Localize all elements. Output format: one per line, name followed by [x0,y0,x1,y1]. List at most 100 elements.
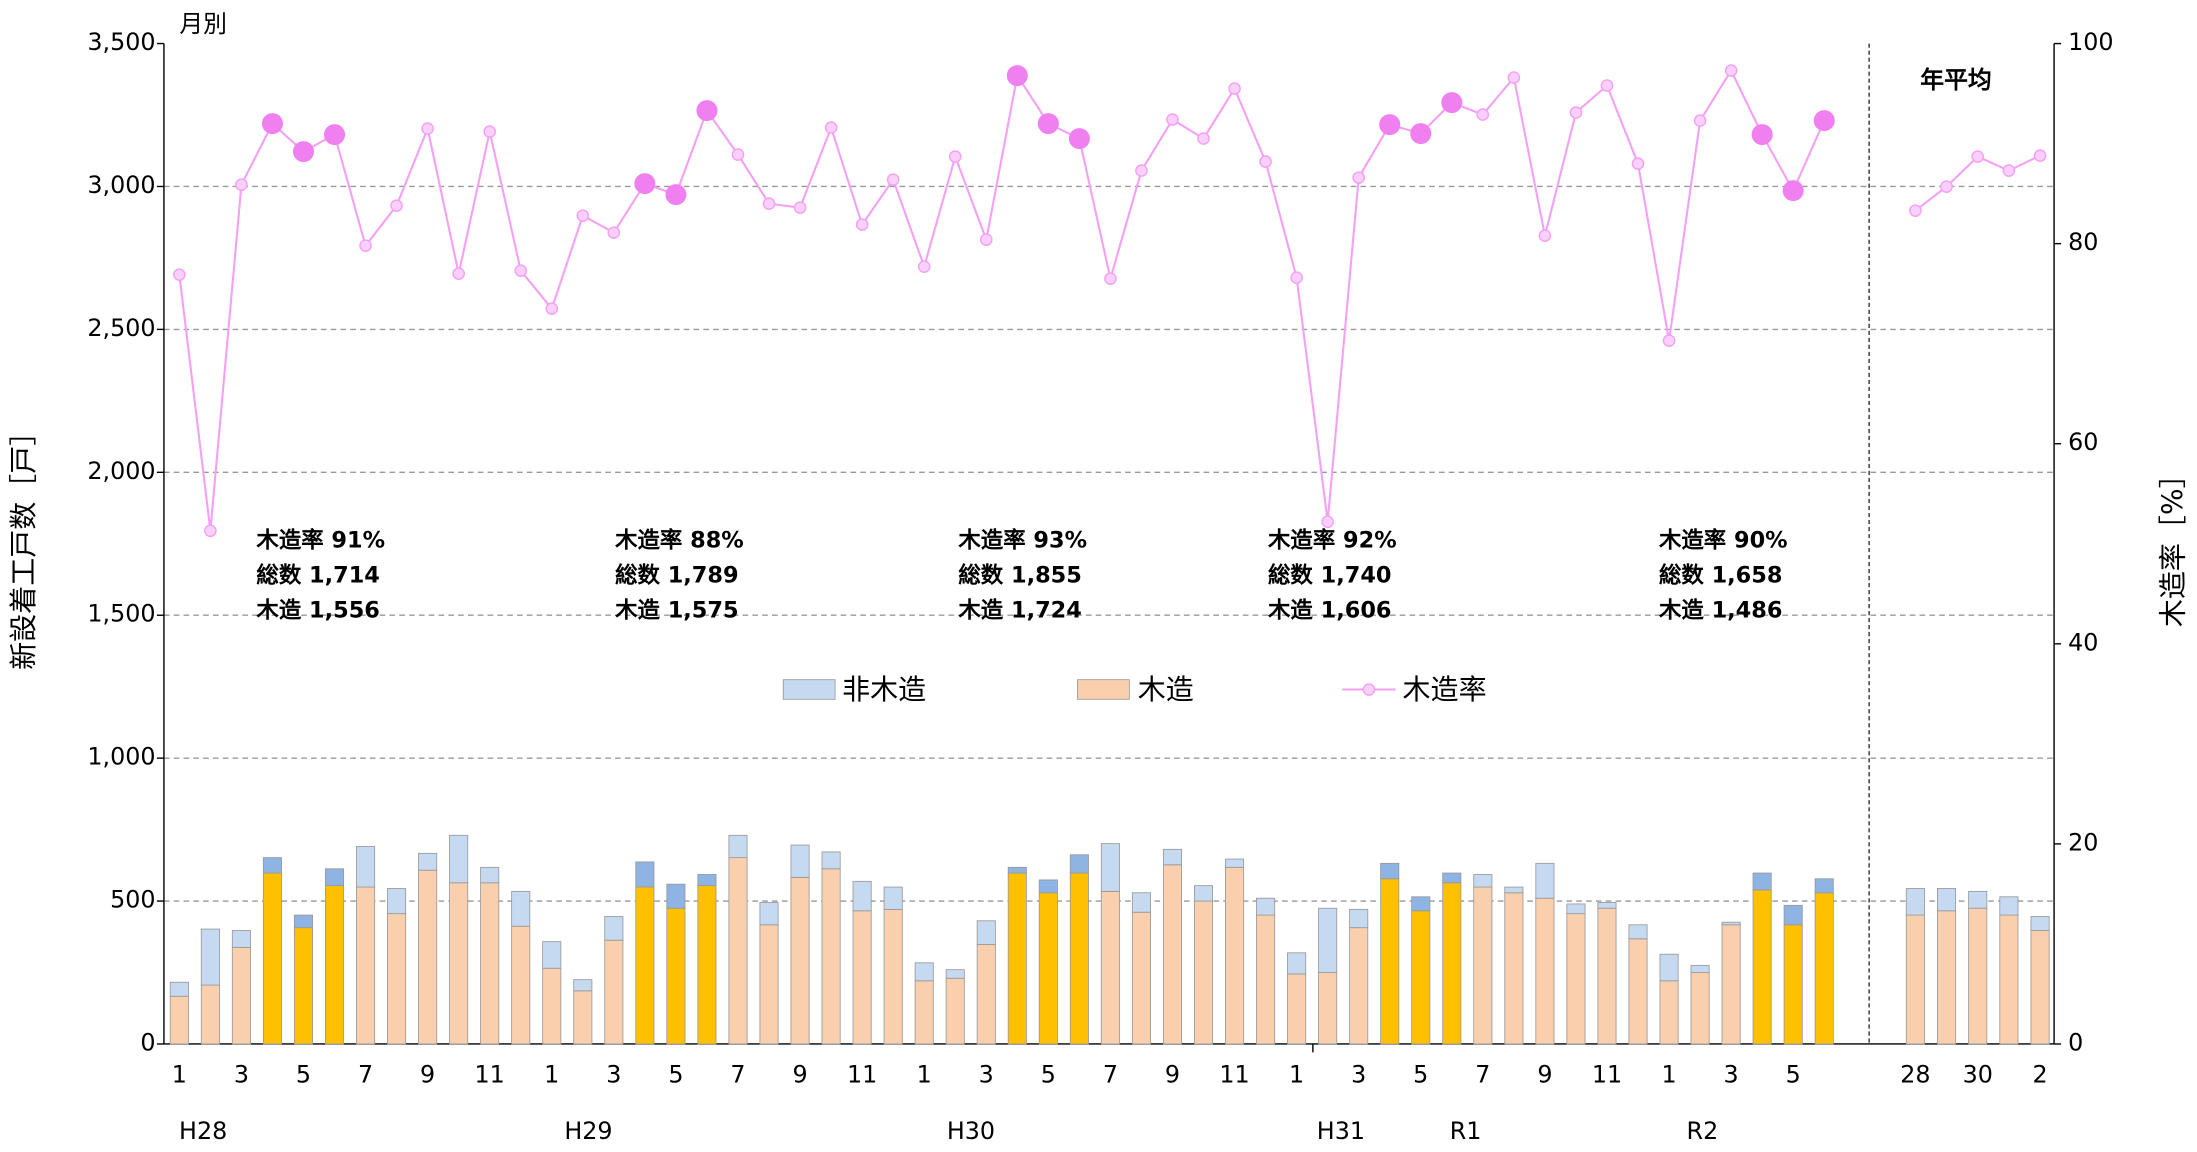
y-tick-label: 500 [110,886,155,914]
bar-wood [356,886,376,1045]
annotation: 木造率 91% [255,526,385,553]
bar-nonwood [604,916,624,941]
rate-point [1104,272,1117,285]
rate-point [1538,229,1552,242]
rate-point [1197,132,1210,145]
rate-point [731,148,745,161]
bar-wood [1100,890,1120,1045]
rate-point [1037,113,1059,135]
legend-marker [1362,683,1376,696]
bar-wood [1535,897,1555,1045]
x-tick-label: 11 [847,1061,877,1089]
bar-nonwood [1287,952,1307,975]
bar-nonwood [262,857,282,874]
rate-point [292,141,314,163]
rate-point [1476,108,1490,121]
rate-point [1441,92,1463,114]
x-tick-label: 11 [475,1061,505,1089]
x-tick-label: 1 [1289,1061,1304,1089]
bar-wood [635,886,655,1045]
y2-tick-label: 80 [2068,228,2098,256]
bar-nonwood [1937,888,1957,912]
bar-wood [1566,913,1586,1045]
y2-tick-label: 40 [2068,628,2098,656]
bar-nonwood [790,844,810,878]
bar-wood [449,882,469,1045]
bar-wood [1349,927,1369,1045]
rate-point [2033,149,2047,162]
bar-wood [1968,907,1988,1045]
rate-line [1914,154,2041,212]
bar-wood [852,910,872,1045]
bar-wood [821,868,841,1045]
bar-nonwood [1690,964,1710,973]
bar-wood [418,869,438,1045]
bar-wood [1628,938,1648,1045]
rate-point [204,524,217,538]
period-label: H30 [947,1117,995,1145]
rate-point [1379,114,1401,136]
bar-nonwood [387,888,407,915]
rate-point [979,233,993,246]
annotation: 木造率 88% [614,526,744,553]
bar-nonwood [945,969,965,979]
rate-point [390,199,403,212]
bar-wood [1659,980,1679,1045]
rate-point [1940,180,1953,193]
bar-wood [542,967,562,1045]
x-tick-label: 9 [1165,1061,1180,1089]
legend-label: 木造率 [1403,673,1487,706]
bar-nonwood [1473,874,1493,888]
bar-wood [914,980,934,1045]
rate-point [1751,124,1773,146]
bar-wood [1814,892,1834,1045]
x-tick-label: 11 [1592,1061,1622,1089]
bar-wood [728,857,748,1045]
rate-point [1782,180,1804,202]
period-label: R2 [1687,1117,1719,1145]
bar-nonwood [1442,872,1462,884]
bar-wood [1193,900,1214,1045]
bar-nonwood [1131,892,1151,913]
bar-nonwood [1999,896,2019,916]
y2-axis-label: 木造率［%］ [2157,460,2190,627]
bar-nonwood [914,962,934,982]
x-tick-label: 2 [2033,1061,2048,1089]
bar-nonwood [759,902,779,926]
bar-nonwood [1659,953,1679,982]
bar-wood [1783,924,1803,1045]
rate-point [1600,79,1614,92]
rate-point [1909,204,1922,217]
rate-point [793,201,807,214]
bar-wood [1411,910,1431,1045]
x-tick-label: 3 [1724,1061,1739,1089]
bar-wood [1318,972,1338,1045]
annotation: 木造 1,575 [614,598,738,624]
bar-wood [976,944,996,1045]
bar-nonwood [542,941,562,969]
legend-swatch [1077,679,1130,700]
x-tick-label: 7 [358,1061,373,1089]
rate-point [359,239,372,252]
bar-wood [511,925,531,1045]
x-tick-label: 1 [917,1061,932,1089]
bar-nonwood [697,874,717,887]
rate-point [1813,110,1835,132]
bar-wood [1162,864,1183,1045]
bar-wood [324,885,345,1045]
annotation: 木造 1,556 [255,598,380,624]
bar-nonwood [449,834,469,884]
bar-nonwood [666,883,686,909]
bar-nonwood [1380,862,1400,880]
y-tick-label: 3,000 [87,171,155,199]
rate-point [886,173,900,186]
rate-point [1693,114,1707,127]
bar-nonwood [1100,843,1120,892]
x-tick-label: 7 [1475,1061,1490,1089]
bar-nonwood [511,890,531,927]
rate-point [1135,164,1148,177]
annotation: 総数 1,740 [1268,562,1392,589]
bar-nonwood [1193,885,1214,902]
bar-nonwood [418,852,438,871]
bar-nonwood [635,861,655,888]
